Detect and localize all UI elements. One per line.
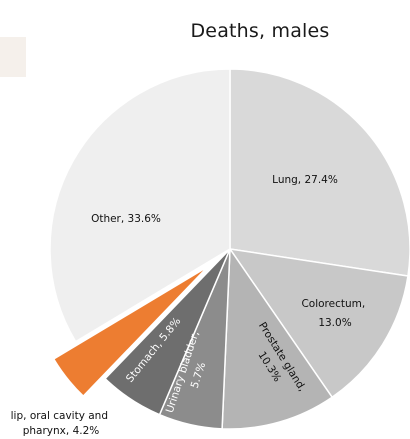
slice-label-colorectum: Colorectum, 13.0% <box>301 298 368 329</box>
pie-slice-lung <box>229 68 410 277</box>
pie-slices <box>49 68 410 430</box>
pie-slice-stomach <box>104 248 231 416</box>
pie-slice-colorectum <box>228 247 409 399</box>
pie-slice-other <box>49 68 231 343</box>
pie-slice-lip-oral-cavity-and-pharynx <box>52 265 209 398</box>
pie-slice-prostate-gland <box>221 246 334 430</box>
chart-title: Deaths, males <box>190 20 330 42</box>
slice-label-lung: Lung, 27.4% <box>272 174 338 186</box>
background-panel <box>0 37 26 77</box>
slice-label-other: Other, 33.6% <box>91 213 161 225</box>
slice-label-lip-oral-cavity: lip, oral cavity and pharynx, 4.2% <box>11 410 112 437</box>
